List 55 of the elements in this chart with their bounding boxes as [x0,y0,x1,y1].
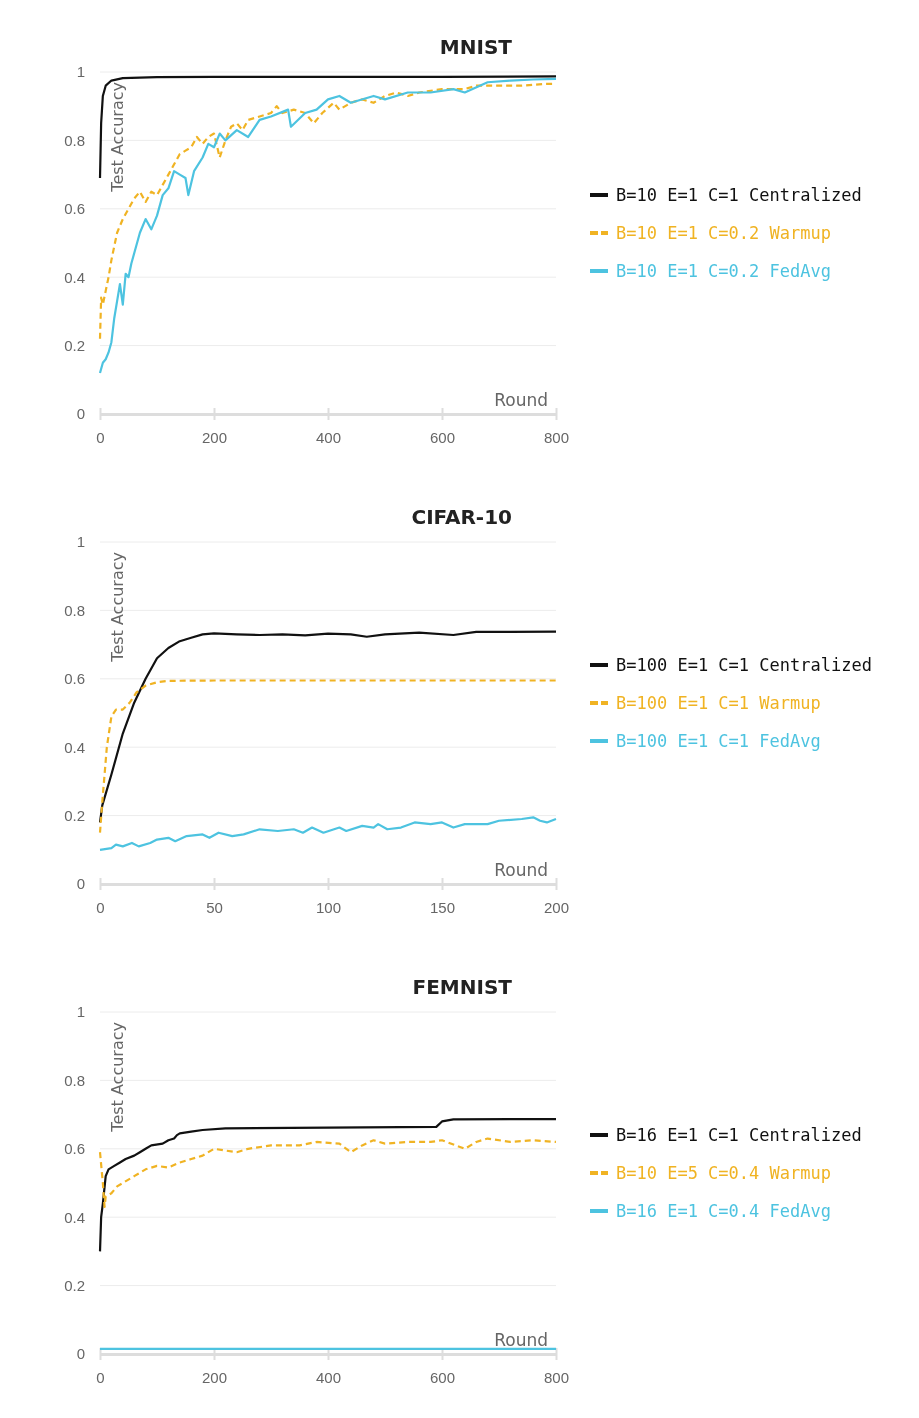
x-tick-label: 150 [429,898,456,916]
y-tick-label: 0.8 [64,601,85,619]
y-tick-label: 1 [76,1003,85,1021]
y-tick-label: 0.6 [64,670,85,688]
y-tick-label: 0 [76,875,85,893]
y-tick-label: 0.4 [64,268,85,286]
y-tick-label: 1 [76,63,85,81]
x-tick-label: 400 [315,1368,342,1386]
legend-label: B=10 E=1 C=0.2 Warmup [616,223,831,243]
y-tick-label: 0.6 [64,1140,85,1158]
y-tick-label: 0.8 [64,131,85,149]
legend-label: B=10 E=1 C=1 Centralized [616,185,862,205]
y-tick-label: 0.8 [64,1071,85,1089]
x-tick-label: 100 [315,898,342,916]
x-tick-label: 50 [206,898,223,916]
x-tick-label: 0 [96,898,105,916]
line-series [98,630,558,824]
chart-title: CIFAR-10 [411,505,512,529]
y-tick-label: 0.4 [64,738,85,756]
x-tick-label: 600 [429,428,456,446]
x-axis-title: Round [494,390,548,410]
x-tick-label: 200 [201,428,228,446]
y-tick-label: 1 [76,533,85,551]
y-axis-title: Test Accuracy [108,552,127,663]
x-tick-label: 600 [429,1368,456,1386]
y-tick-label: 0.6 [64,200,85,218]
y-tick-label: 0.2 [64,1276,85,1294]
line-series [98,816,558,851]
x-tick-label: 200 [201,1368,228,1386]
y-tick-label: 0.2 [64,806,85,824]
y-tick-label: 0.2 [64,336,85,354]
x-tick-label: 400 [315,428,342,446]
y-axis-title: Test Accuracy [108,82,127,193]
line-series [98,679,558,834]
x-axis-title: Round [494,860,548,880]
legend-label: B=100 E=1 C=1 Warmup [616,693,821,713]
x-axis-title: Round [494,1330,548,1350]
legend-label: B=10 E=1 C=0.2 FedAvg [616,261,831,281]
x-tick-label: 800 [543,428,570,446]
y-tick-label: 0 [76,405,85,423]
x-tick-label: 200 [543,898,570,916]
chart-title: FEMNIST [412,975,513,999]
x-tick-label: 800 [543,1368,570,1386]
legend-label: B=16 E=1 C=0.4 FedAvg [616,1201,831,1221]
chart-title: MNIST [439,35,513,59]
x-tick-label: 0 [96,428,105,446]
legend-label: B=100 E=1 C=1 Centralized [616,655,872,675]
x-tick-label: 0 [96,1368,105,1386]
y-axis-title: Test Accuracy [108,1022,127,1133]
legend-label: B=100 E=1 C=1 FedAvg [616,731,821,751]
y-tick-label: 0 [76,1345,85,1363]
legend-label: B=10 E=5 C=0.4 Warmup [616,1163,831,1183]
legend-label: B=16 E=1 C=1 Centralized [616,1125,862,1145]
y-tick-label: 0.4 [64,1208,85,1226]
line-series [98,1137,558,1209]
